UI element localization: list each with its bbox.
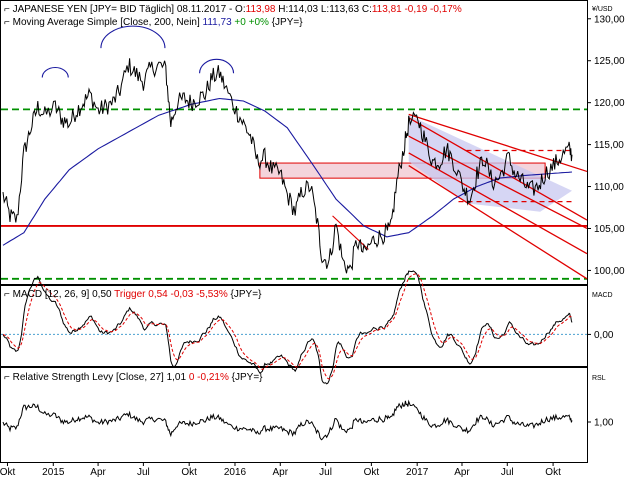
price-tick-label-5: 125,00 bbox=[594, 56, 625, 67]
trend-line-3 bbox=[408, 135, 588, 230]
ma-legend-part-0: Moving Average Simple [Close, 200, Nein] bbox=[13, 17, 203, 28]
trend-line-5 bbox=[408, 165, 588, 280]
price-tick-label-0: 100,00 bbox=[594, 266, 625, 277]
x-tick-label-3: Jul bbox=[137, 467, 150, 478]
ma-legend-part-3: {JPY=} bbox=[269, 17, 303, 28]
ma-legend-mark: ⌐ bbox=[4, 17, 13, 28]
macd-panel-frame bbox=[0, 285, 588, 367]
rsl-series bbox=[2, 399, 573, 441]
price-line bbox=[2, 58, 573, 274]
price-tick-label-2: 110,00 bbox=[594, 182, 624, 193]
head-arc bbox=[100, 25, 166, 49]
shoulder-arc-left bbox=[41, 66, 69, 78]
x-tick-label-1: 2015 bbox=[42, 467, 65, 478]
macd-line bbox=[2, 270, 573, 385]
macd-unit-label: MACD bbox=[592, 292, 613, 299]
x-axis: Okt 2015 Apr Jul Okt 2016 Apr Jul Okt 2017 Apr Jul O… bbox=[0, 462, 561, 478]
price-annotations bbox=[1, 25, 588, 280]
trend-line-4 bbox=[408, 152, 588, 255]
macd-y-axis: 0,00 bbox=[587, 330, 614, 341]
macd-tick-label-0: 0,00 bbox=[594, 330, 614, 341]
ohlc-part-5: 113,63 bbox=[329, 4, 359, 15]
macd-legend-part-1: Trigger 0,54 -0,03 -5,53% bbox=[114, 289, 228, 300]
x-tick-label-4: Okt bbox=[181, 467, 197, 478]
macd-legend: ⌐ MACD [12, 26, 9] 0,50 Trigger 0,54 -0,… bbox=[4, 289, 262, 300]
macd-trigger-line bbox=[2, 273, 573, 380]
price-tick-label-3: 115,00 bbox=[594, 140, 624, 151]
ohlc-part-4: L: bbox=[318, 4, 329, 15]
rsl-legend: ⌐ Relative Strength Levy [Close, 27] 1,0… bbox=[4, 372, 263, 383]
x-tick-label-12: Okt bbox=[545, 467, 561, 478]
ohlc-part-3: 114,03 bbox=[288, 4, 318, 15]
x-tick-label-9: 2017 bbox=[406, 467, 429, 478]
price-tick-label-4: 120,00 bbox=[594, 98, 625, 109]
rsl-tick-label-0: 1,00 bbox=[594, 418, 614, 429]
ohlc-part-1: 113,98 bbox=[246, 4, 276, 15]
moving-average-line bbox=[2, 97, 573, 246]
rsl-unit-label: RSL bbox=[592, 375, 606, 382]
rsl-legend-part-0: Relative Strength Levy [Close, 27] 1,01 bbox=[13, 372, 189, 383]
trend-line-2016 bbox=[332, 215, 369, 250]
rsl-legend-mark: ⌐ bbox=[4, 372, 13, 383]
x-tick-label-2: Apr bbox=[90, 467, 106, 478]
x-tick-label-6: Apr bbox=[273, 467, 289, 478]
macd-legend-part-0: MACD [12, 26, 9] 0,50 bbox=[13, 289, 115, 300]
x-tick-label-5: 2016 bbox=[224, 467, 247, 478]
price-title-mark: ⌐ bbox=[4, 4, 13, 15]
ma-legend: ⌐ Moving Average Simple [Close, 200, Nei… bbox=[4, 17, 303, 28]
price-y-axis: 100,00 105,00 110,00 115,00 120,00 125,00 130,… bbox=[587, 14, 625, 277]
rsl-legend-part-1: 0 -0,21% bbox=[189, 372, 229, 383]
ma-legend-part-2: +0 +0% bbox=[232, 17, 269, 28]
price-header: ⌐ JAPANESE YEN [JPY= BID Täglich] 08.11.… bbox=[4, 4, 462, 15]
price-unit-label: ¥/USD bbox=[592, 6, 613, 13]
macd-legend-mark: ⌐ bbox=[4, 289, 13, 300]
trend-line-2 bbox=[408, 117, 588, 221]
ohlc-part-0: - O: bbox=[226, 4, 245, 15]
price-tick-label-6: 130,00 bbox=[594, 14, 625, 25]
price-panel-frame bbox=[0, 0, 588, 285]
x-tick-label-11: Jul bbox=[501, 467, 514, 478]
macd-legend-part-2: {JPY=} bbox=[228, 289, 262, 300]
ohlc-part-2: H: bbox=[275, 4, 288, 15]
ohlc-part-6: C: bbox=[359, 4, 372, 15]
price-series bbox=[2, 58, 573, 274]
x-tick-label-8: Okt bbox=[364, 467, 380, 478]
price-ohlc: - O:113,98 H:114,03 L:113,63 C:113,81 -0… bbox=[226, 4, 462, 15]
price-title: JAPANESE YEN [JPY= BID Täglich] 08.11.20… bbox=[13, 4, 227, 15]
rsl-y-axis: 1,00 bbox=[587, 418, 614, 429]
price-tick-label-1: 105,00 bbox=[594, 224, 625, 235]
macd-series bbox=[1, 270, 587, 385]
ma-legend-part-1: 111,73 bbox=[203, 17, 233, 28]
rsl-legend-part-2: {JPY=} bbox=[229, 372, 263, 383]
x-tick-label-0: Okt bbox=[0, 467, 15, 478]
shoulder-arc-right bbox=[199, 58, 235, 74]
ohlc-part-7: 113,81 -0,19 -0,17% bbox=[372, 4, 462, 15]
x-tick-label-10: Apr bbox=[454, 467, 470, 478]
x-tick-label-7: Jul bbox=[319, 467, 332, 478]
rsl-panel-frame bbox=[0, 367, 588, 463]
rsl-line bbox=[2, 399, 573, 441]
